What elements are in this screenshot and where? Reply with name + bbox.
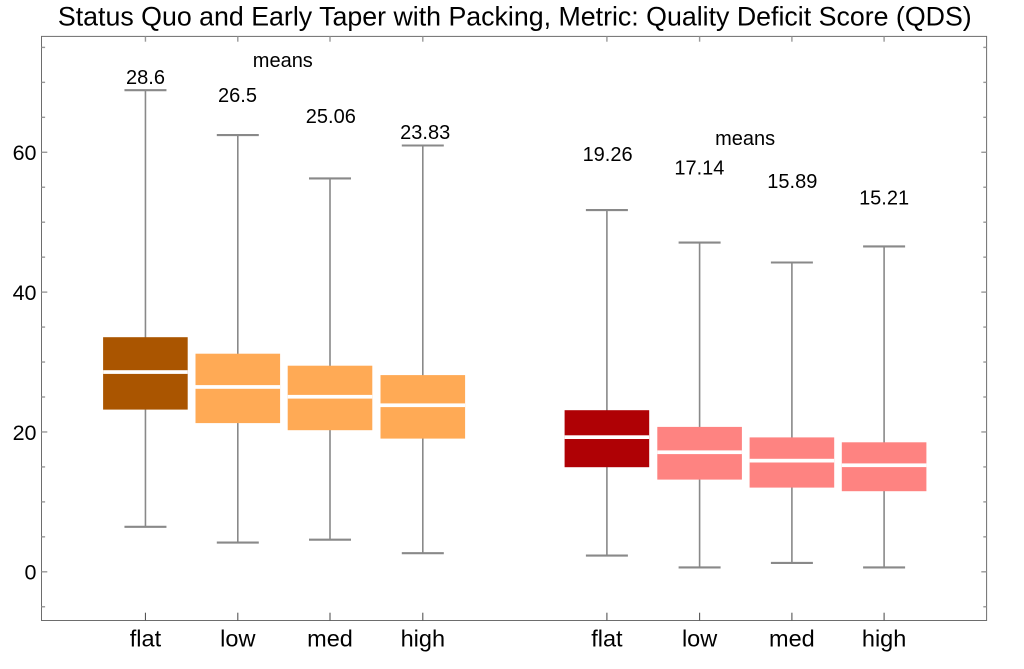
svg-text:low: low [220, 626, 256, 652]
svg-text:60: 60 [13, 141, 37, 165]
svg-text:25.06: 25.06 [306, 106, 356, 128]
svg-text:26.5: 26.5 [218, 85, 257, 107]
svg-text:Status Quo and Early Taper wit: Status Quo and Early Taper with Packing,… [58, 2, 972, 32]
svg-text:means: means [253, 50, 313, 72]
svg-text:20: 20 [13, 421, 37, 445]
svg-text:med: med [307, 626, 353, 652]
svg-text:0: 0 [25, 561, 37, 585]
svg-text:15.89: 15.89 [767, 171, 817, 193]
svg-text:high: high [401, 626, 445, 652]
svg-text:19.26: 19.26 [583, 144, 633, 166]
svg-text:40: 40 [13, 281, 37, 305]
svg-text:med: med [769, 626, 815, 652]
svg-text:means: means [715, 128, 775, 150]
svg-text:28.6: 28.6 [126, 67, 165, 89]
svg-text:low: low [682, 626, 718, 652]
svg-text:17.14: 17.14 [674, 158, 724, 180]
svg-text:high: high [862, 626, 906, 652]
svg-text:15.21: 15.21 [859, 188, 909, 210]
svg-text:flat: flat [130, 626, 162, 652]
svg-text:23.83: 23.83 [400, 122, 450, 144]
svg-text:flat: flat [591, 626, 623, 652]
